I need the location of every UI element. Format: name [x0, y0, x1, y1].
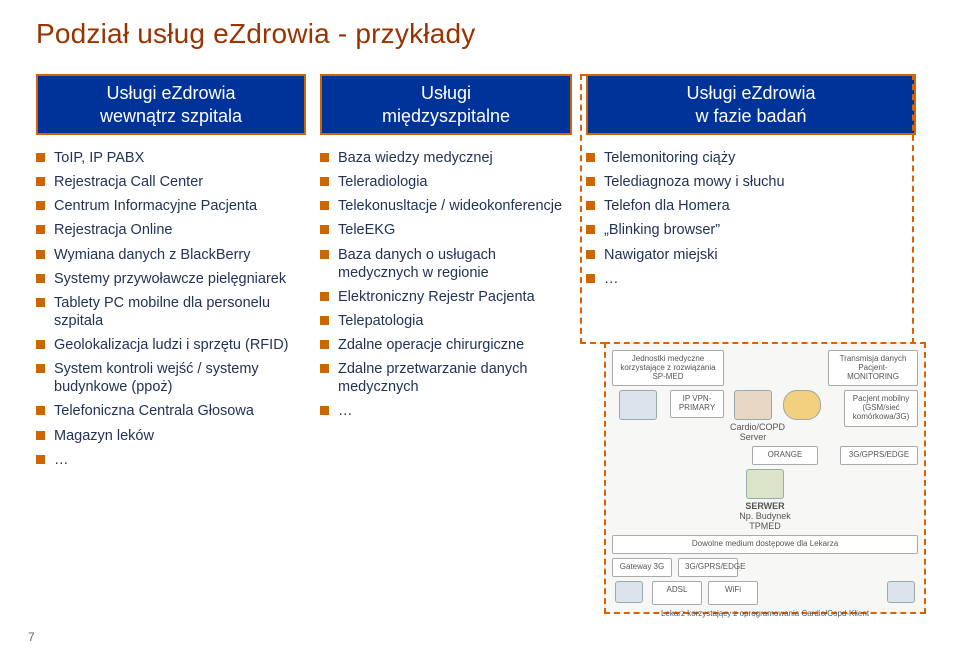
list-item: TeleEKG: [320, 221, 572, 239]
list-item: …: [320, 402, 572, 420]
list-item: ToIP, IP PABX: [36, 149, 306, 167]
list-item: Nawigator miejski: [586, 246, 916, 264]
col2-header-l2: międzyszpitalne: [382, 106, 510, 126]
list-item: Geolokalizacja ludzi i sprzętu (RFID): [36, 336, 306, 354]
col3-header: Usługi eZdrowia w fazie badań: [586, 74, 916, 135]
net-box-gprs: 3G/GPRS/EDGE: [840, 446, 918, 465]
network-diagram: Jednostki medyczne korzystające z rozwią…: [604, 342, 926, 614]
list-item: Elektroniczny Rejestr Pacjenta: [320, 288, 572, 306]
list-item: Telemonitoring ciąży: [586, 149, 916, 167]
net-box-adsl: ADSL: [652, 581, 702, 605]
laptop-icon: [615, 581, 643, 603]
list-item: Zdalne przetwarzanie danych medycznych: [320, 360, 572, 396]
net-box-transmisja: Transmisja danych Pacjent-MONITORING: [828, 350, 918, 386]
net-box-serwer: SERWER: [737, 501, 793, 511]
net-box-orange: ORANGE: [752, 446, 818, 465]
net-box-edge: 3G/GPRS/EDGE: [678, 558, 738, 577]
net-box-budynek: Np. Budynek TPMED: [737, 511, 793, 531]
building-icon: [619, 390, 657, 420]
list-item: Baza wiedzy medycznej: [320, 149, 572, 167]
column-interhospital: Usługi międzyszpitalne Baza wiedzy medyc…: [320, 74, 572, 475]
col2-list: Baza wiedzy medycznej Teleradiologia Tel…: [320, 149, 572, 427]
col3-list: Telemonitoring ciąży Telediagnoza mowy i…: [586, 149, 916, 294]
net-box-pacjent: Pacjent mobilny (GSM/sieć komórkowa/3G): [844, 390, 918, 426]
col2-header-l1: Usługi: [421, 83, 471, 103]
col3-header-l1: Usługi eZdrowia: [686, 83, 815, 103]
list-item: Telefon dla Homera: [586, 197, 916, 215]
net-box-ipvpn: IP VPN-PRIMARY: [670, 390, 724, 418]
net-footer: Lekarz korzystający z oprogramowania Car…: [612, 609, 918, 618]
list-item: …: [36, 451, 306, 469]
list-item: Wymiana danych z BlackBerry: [36, 246, 306, 264]
net-box-medium: Dowolne medium dostępowe dla Lekarza: [612, 535, 918, 554]
antenna-icon: [783, 390, 821, 420]
list-item: Rejestracja Online: [36, 221, 306, 239]
slide-title: Podział usług eZdrowia - przykłady: [0, 0, 960, 50]
col3-header-l2: w fazie badań: [695, 106, 806, 126]
col2-header: Usługi międzyszpitalne: [320, 74, 572, 135]
list-item: Telekonusltacje / wideokonferencje: [320, 197, 572, 215]
list-item: Telefoniczna Centrala Głosowa: [36, 402, 306, 420]
server2-icon: [746, 469, 784, 499]
list-item: …: [586, 270, 916, 288]
net-box-wifi: WiFi: [708, 581, 758, 605]
list-item: Systemy przywoławcze pielęgniarek: [36, 270, 306, 288]
col1-header: Usługi eZdrowia wewnątrz szpitala: [36, 74, 306, 135]
list-item: „Blinking browser”: [586, 221, 916, 239]
list-item: Zdalne operacje chirurgiczne: [320, 336, 572, 354]
laptop2-icon: [887, 581, 915, 603]
list-item: Tablety PC mobilne dla personelu szpital…: [36, 294, 306, 330]
list-item: Telepatologia: [320, 312, 572, 330]
list-item: Baza danych o usługach medycznych w regi…: [320, 246, 572, 282]
list-item: Rejestracja Call Center: [36, 173, 306, 191]
column-internal-hospital: Usługi eZdrowia wewnątrz szpitala ToIP, …: [36, 74, 306, 475]
list-item: Telediagnoza mowy i słuchu: [586, 173, 916, 191]
server-icon: [734, 390, 772, 420]
col1-list: ToIP, IP PABX Rejestracja Call Center Ce…: [36, 149, 306, 475]
list-item: Teleradiologia: [320, 173, 572, 191]
net-box-cardio: Cardio/COPD Server: [730, 422, 785, 442]
list-item: Magazyn leków: [36, 427, 306, 445]
net-box-jednostki: Jednostki medyczne korzystające z rozwią…: [612, 350, 724, 386]
col1-header-l2: wewnątrz szpitala: [100, 106, 242, 126]
list-item: System kontroli wejść / systemy budynkow…: [36, 360, 306, 396]
net-box-gateway: Gateway 3G: [612, 558, 672, 577]
page-number: 7: [28, 630, 35, 644]
col1-header-l1: Usługi eZdrowia: [106, 83, 235, 103]
list-item: Centrum Informacyjne Pacjenta: [36, 197, 306, 215]
